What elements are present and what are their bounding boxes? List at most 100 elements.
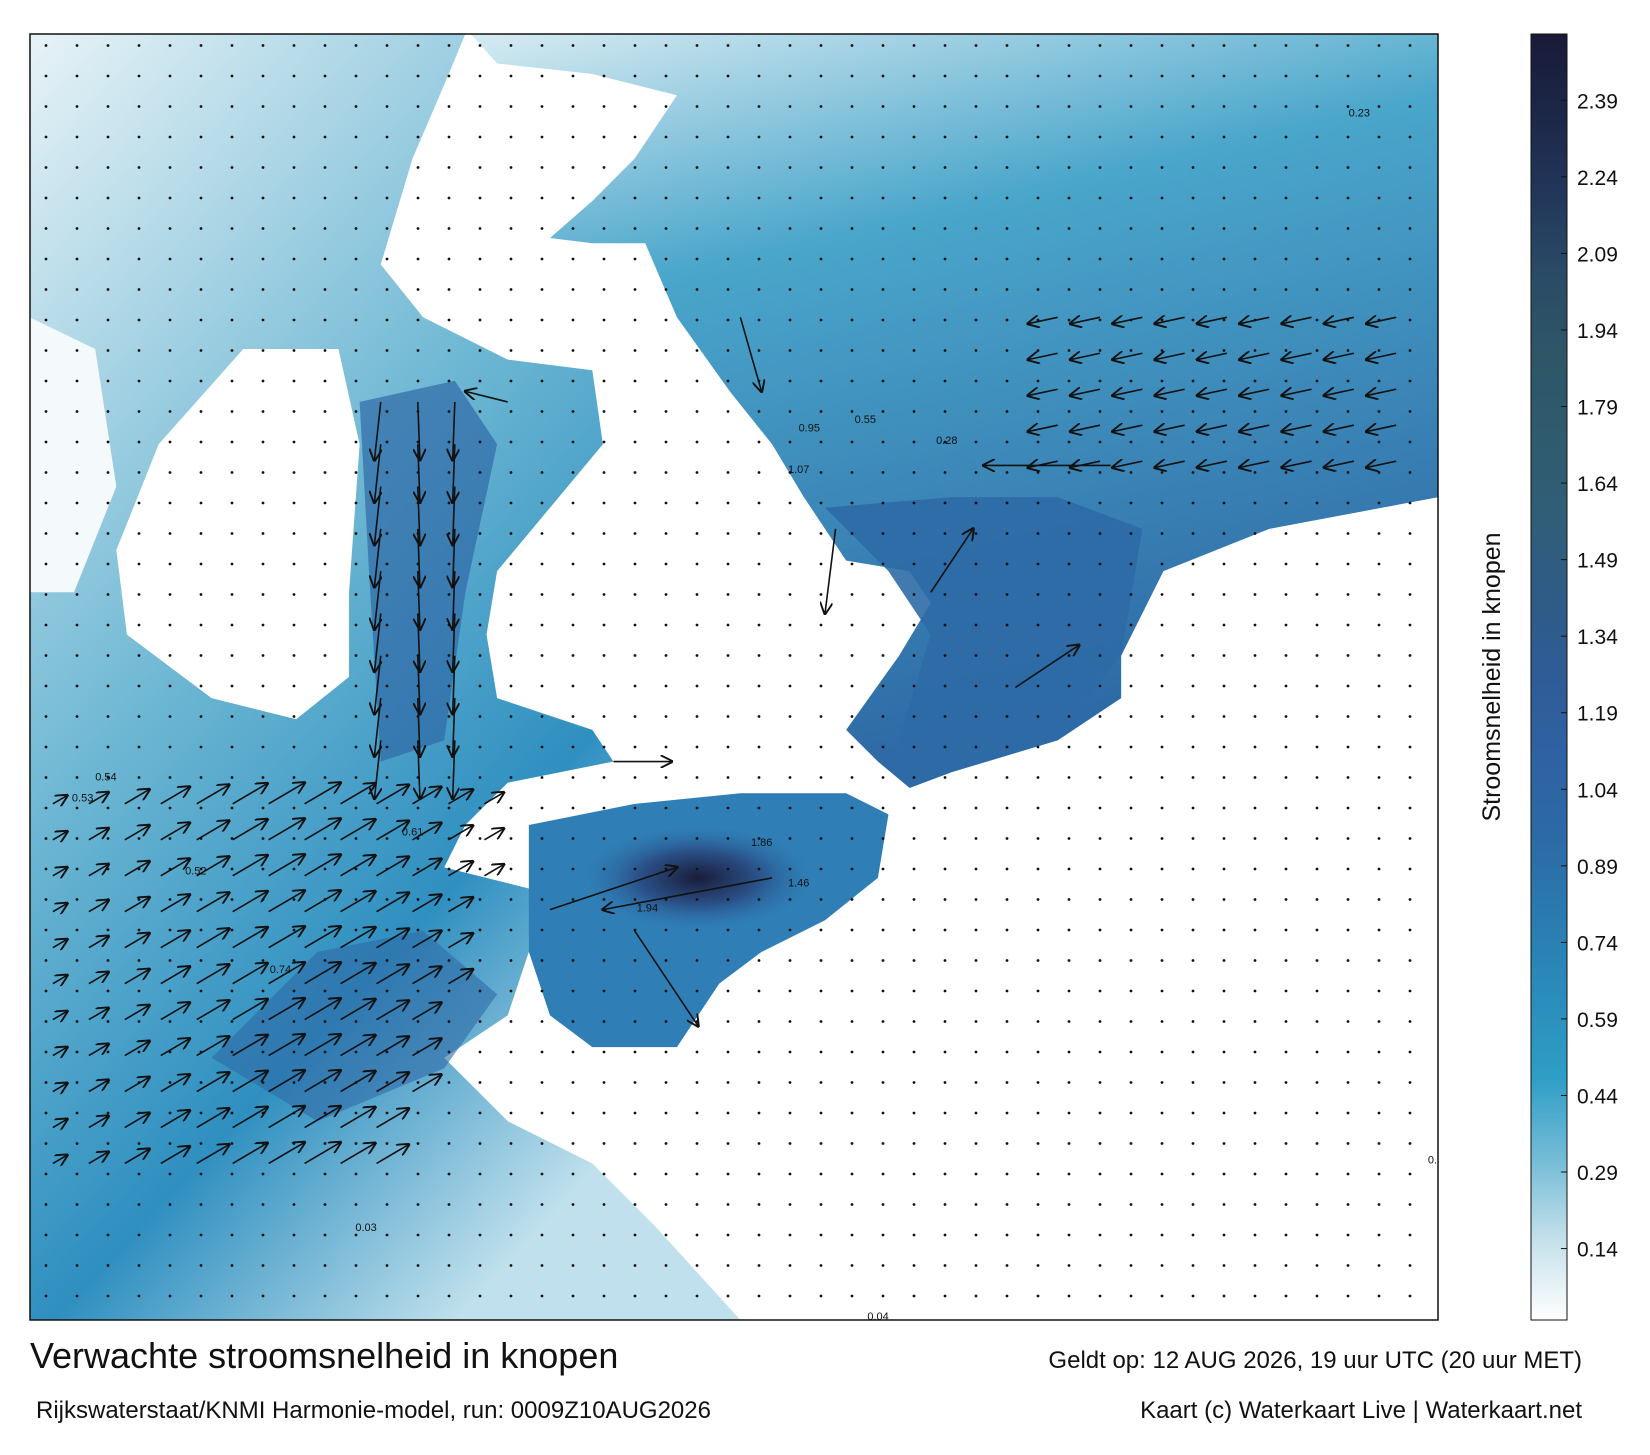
- current-arrow: [1113, 425, 1143, 431]
- current-arrow: [418, 528, 420, 587]
- current-arrow: [304, 855, 341, 877]
- current-arrow: [1282, 461, 1312, 467]
- map-value-label: 0.53: [72, 793, 93, 805]
- current-arrow: [412, 931, 442, 949]
- current-arrow: [412, 823, 442, 841]
- current-arrow: [418, 698, 420, 756]
- colorbar-tick-label: 0.89: [1577, 856, 1618, 879]
- current-arrow: [160, 859, 190, 877]
- map-value-label: 0.95: [799, 423, 820, 435]
- current-arrow: [1282, 317, 1312, 323]
- current-arrow: [412, 1075, 442, 1093]
- current-arrow: [268, 819, 305, 841]
- current-arrow: [1324, 425, 1355, 431]
- map-value-label: 0.17: [1428, 1154, 1449, 1166]
- current-arrow: [1028, 353, 1058, 359]
- current-arrow: [376, 821, 409, 841]
- current-arrow: [1197, 353, 1228, 359]
- current-arrow: [52, 939, 67, 947]
- current-arrow: [196, 1001, 229, 1021]
- current-arrow: [340, 1035, 376, 1057]
- current-arrow: [304, 1070, 341, 1093]
- current-arrow: [603, 877, 773, 910]
- current-arrow: [340, 963, 376, 985]
- current-arrow: [196, 1037, 229, 1057]
- current-arrow: [453, 613, 455, 671]
- current-arrow: [52, 867, 67, 875]
- current-arrow: [304, 1035, 341, 1057]
- current-arrow: [124, 825, 149, 841]
- colorbar-tick-label: 1.04: [1577, 779, 1618, 802]
- current-arrow: [412, 895, 442, 913]
- current-arrow: [1240, 353, 1270, 359]
- current-arrow: [376, 857, 409, 877]
- current-arrow: [160, 895, 190, 913]
- current-arrow: [1367, 389, 1397, 395]
- current-arrow: [160, 787, 190, 805]
- current-arrow: [340, 1143, 376, 1165]
- current-arrow: [633, 930, 698, 1026]
- current-arrow: [160, 1075, 190, 1093]
- current-arrow: [88, 864, 109, 877]
- current-arrow: [448, 790, 472, 805]
- current-arrow: [1367, 353, 1397, 359]
- current-arrow: [124, 1005, 149, 1021]
- current-arrow: [232, 783, 268, 805]
- current-arrow: [268, 783, 305, 805]
- current-arrow: [268, 1070, 305, 1093]
- current-arrow: [52, 903, 67, 911]
- current-arrow: [196, 1073, 229, 1093]
- current-arrow: [1240, 317, 1270, 323]
- map-value-label: 0.28: [936, 435, 957, 447]
- current-arrow: [418, 486, 420, 545]
- colorbar-tick-label: 2.09: [1577, 243, 1618, 266]
- current-arrow: [304, 1106, 341, 1129]
- current-arrow: [160, 967, 190, 985]
- current-arrow: [1070, 461, 1101, 467]
- current-arrow: [1367, 425, 1397, 431]
- current-arrow: [374, 528, 380, 587]
- colorbar-tick-label: 1.34: [1577, 626, 1618, 649]
- current-arrow: [88, 792, 109, 805]
- current-arrow: [196, 1109, 229, 1129]
- current-arrow: [88, 828, 109, 841]
- current-arrow: [1070, 317, 1101, 323]
- current-arrow: [1028, 389, 1058, 395]
- current-arrow: [453, 740, 455, 798]
- current-arrow: [124, 1149, 149, 1165]
- current-arrow: [1028, 461, 1058, 467]
- current-arrow: [1155, 389, 1185, 395]
- current-arrow: [268, 927, 305, 949]
- current-arrow: [418, 571, 420, 629]
- current-arrow: [52, 975, 67, 983]
- current-arrow: [412, 787, 442, 805]
- map-value-label: 1.86: [751, 837, 772, 849]
- current-arrow: [376, 929, 409, 949]
- current-arrow: [374, 444, 380, 502]
- current-arrow: [549, 867, 677, 911]
- current-arrow: [232, 1143, 268, 1165]
- current-arrow: [124, 933, 149, 949]
- colorbar-tick-label: 0.74: [1577, 932, 1618, 955]
- current-arrow: [1367, 461, 1397, 467]
- current-arrow: [739, 317, 761, 391]
- current-arrow: [160, 1003, 190, 1021]
- current-arrow: [124, 969, 149, 985]
- current-arrow: [160, 823, 190, 841]
- current-arrow: [268, 855, 305, 877]
- current-arrow: [1197, 461, 1228, 467]
- current-arrow: [1155, 353, 1185, 359]
- current-arrow: [374, 486, 380, 545]
- current-arrow: [412, 1039, 442, 1057]
- current-arrow: [453, 698, 455, 756]
- current-arrow: [340, 999, 376, 1021]
- current-arrow: [448, 826, 472, 841]
- current-arrow: [1282, 425, 1312, 431]
- current-arrow: [52, 1119, 67, 1127]
- current-arrow: [196, 929, 229, 949]
- current-arrow: [340, 855, 376, 877]
- colorbar-tick-label: 2.39: [1577, 90, 1618, 113]
- current-arrow: [124, 897, 149, 913]
- current-arrow: [374, 655, 380, 714]
